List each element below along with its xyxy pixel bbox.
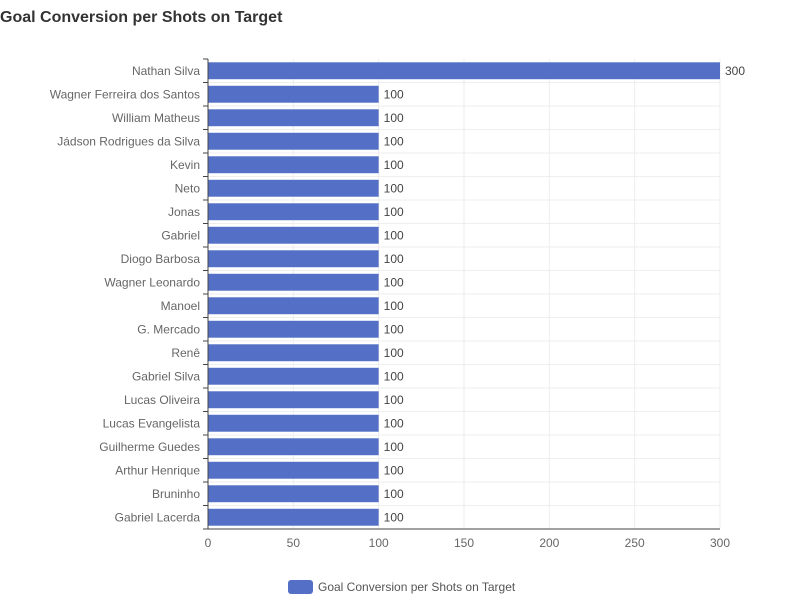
data-label: 100 [384, 158, 404, 172]
data-label: 100 [384, 463, 404, 477]
category-labels: Nathan Silva Wagner Ferreira dos Santos Wi… [50, 64, 201, 525]
data-label: 100 [384, 134, 404, 148]
data-label: 100 [384, 181, 404, 195]
data-label: 100 [384, 510, 404, 524]
x-tick-label: 200 [539, 536, 559, 550]
bar[interactable] [208, 156, 379, 174]
data-label: 100 [384, 393, 404, 407]
legend-swatch[interactable] [288, 580, 313, 594]
data-labels: 300 100 100 100 100 100 100 100 100 100 100 100 100 1… [384, 64, 746, 525]
category-label: Jádson Rodrigues da Silva [57, 134, 200, 148]
bar[interactable] [208, 109, 379, 127]
bar[interactable] [208, 391, 379, 409]
category-label: Jonas [168, 205, 200, 219]
x-tick-label: 250 [625, 536, 645, 550]
bar[interactable] [208, 367, 379, 385]
x-tick-label: 0 [205, 536, 212, 550]
bar[interactable] [208, 485, 379, 503]
data-label: 100 [384, 487, 404, 501]
x-tick-label: 150 [454, 536, 474, 550]
data-label: 100 [384, 440, 404, 454]
x-tick-label: 50 [287, 536, 301, 550]
category-label: Wagner Leonardo [104, 275, 200, 289]
category-label: Lucas Evangelista [103, 416, 201, 430]
grid-lines [208, 59, 721, 529]
category-label: Kevin [170, 158, 200, 172]
bar[interactable] [208, 250, 379, 268]
legend[interactable]: Goal Conversion per Shots on Target [288, 580, 516, 594]
x-tick-label: 100 [369, 536, 389, 550]
data-label: 100 [384, 252, 404, 266]
category-label: Neto [175, 181, 201, 195]
category-label: William Matheus [112, 111, 200, 125]
data-label: 100 [384, 416, 404, 430]
data-label: 100 [384, 275, 404, 289]
bar[interactable] [208, 85, 379, 103]
bar[interactable] [208, 320, 379, 338]
data-label: 100 [384, 369, 404, 383]
data-label: 100 [384, 87, 404, 101]
x-tick-label: 300 [710, 536, 730, 550]
data-label: 100 [384, 205, 404, 219]
bar[interactable] [208, 203, 379, 221]
x-tick-labels: 0 50 100 150 200 250 300 [205, 536, 731, 550]
bar[interactable] [208, 273, 379, 291]
bar[interactable] [208, 297, 379, 315]
bar[interactable] [208, 461, 379, 479]
category-label: G. Mercado [137, 322, 200, 336]
bar[interactable] [208, 344, 379, 362]
data-label: 100 [384, 299, 404, 313]
data-label: 300 [725, 64, 745, 78]
bar[interactable] [208, 508, 379, 526]
bar[interactable] [208, 226, 379, 244]
data-label: 100 [384, 228, 404, 242]
category-label: Gabriel Silva [132, 369, 200, 383]
category-label: Arthur Henrique [115, 463, 200, 477]
category-label: Wagner Ferreira dos Santos [50, 87, 200, 101]
category-label: Renê [171, 346, 200, 360]
chart-title: Goal Conversion per Shots on Target [0, 9, 283, 26]
bar[interactable] [208, 438, 379, 456]
legend-label[interactable]: Goal Conversion per Shots on Target [318, 580, 516, 594]
category-label: Diogo Barbosa [121, 252, 201, 266]
category-label: Lucas Oliveira [124, 393, 200, 407]
category-label: Gabriel Lacerda [115, 510, 201, 524]
axes [203, 58, 720, 530]
bar[interactable] [208, 179, 379, 197]
data-label: 100 [384, 346, 404, 360]
bars [208, 62, 720, 526]
category-label: Gabriel [161, 228, 200, 242]
category-label: Nathan Silva [132, 64, 200, 78]
data-label: 100 [384, 322, 404, 336]
category-label: Manoel [161, 299, 200, 313]
bar[interactable] [208, 62, 720, 80]
bar[interactable] [208, 132, 379, 150]
category-label: Bruninho [152, 487, 200, 501]
category-label: Guilherme Guedes [99, 440, 200, 454]
bar[interactable] [208, 414, 379, 432]
data-label: 100 [384, 111, 404, 125]
